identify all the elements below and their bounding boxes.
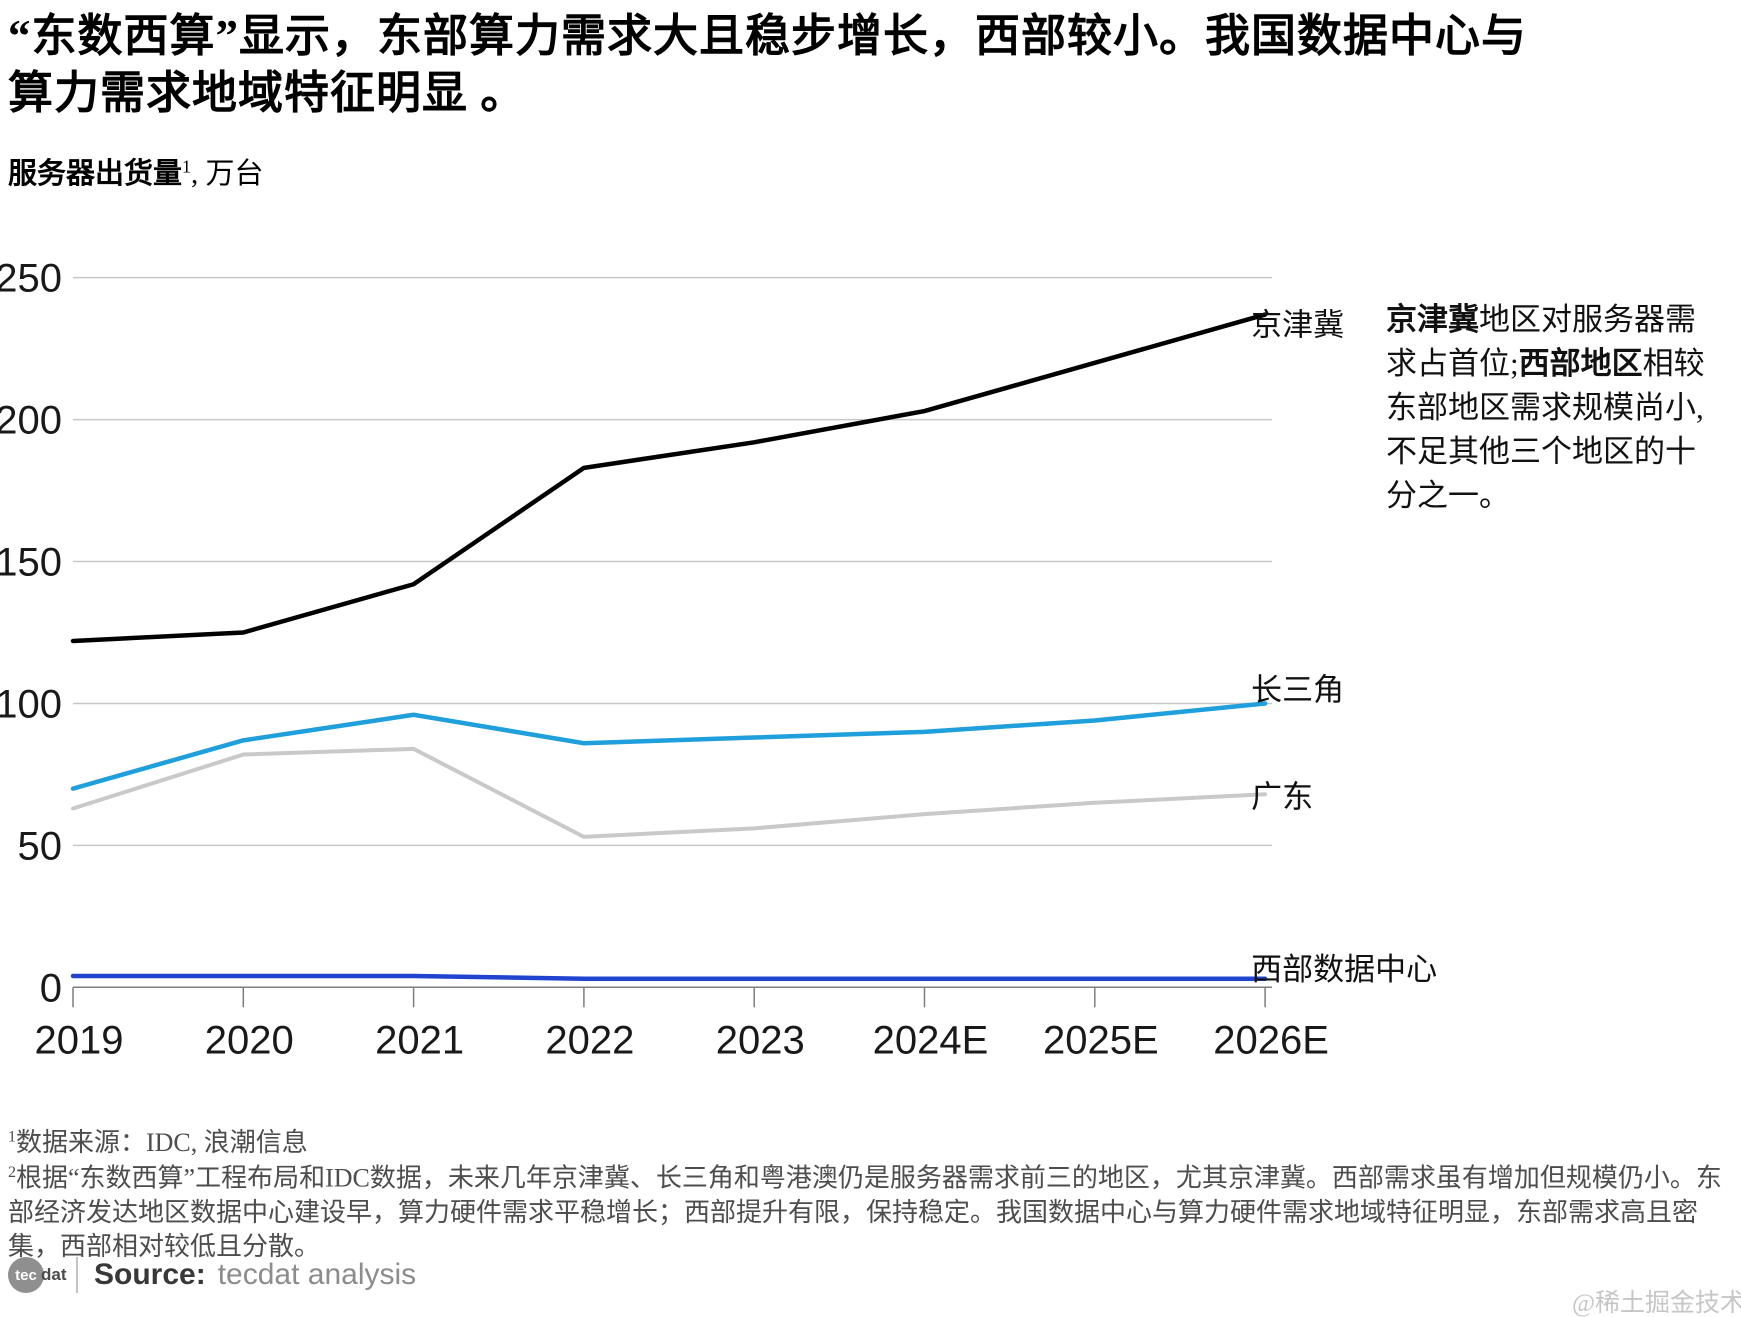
tecdat-logo: tec dat — [8, 1256, 76, 1294]
y-tick-label: 200 — [0, 399, 62, 443]
series-line-2 — [70, 701, 1268, 791]
x-tick-label: 2024E — [873, 1018, 989, 1062]
source-value: tecdat analysis — [217, 1258, 417, 1291]
series-end-label-2: 长三角 — [1251, 672, 1344, 707]
x-tick-label: 2025E — [1043, 1018, 1159, 1062]
chart-annotation: 京津冀地区对服务器需求占首位;西部地区相较东部地区需求规模尚小,不足其他三个地区… — [1386, 298, 1712, 518]
footnote-2-text: 根据“东数西算”工程布局和IDC数据，未来几年京津冀、长三角和粤港澳仍是服务器需… — [8, 1163, 1722, 1261]
page-title: “东数西算”显示，东部算力需求大且稳步增长，西部较小。我国数据中心与算力需求地域… — [8, 11, 1528, 118]
footnote-1-text: 数据来源：IDC, 浪潮信息 — [16, 1128, 308, 1157]
chart-subtitle-unit: , 万台 — [191, 158, 264, 190]
series-end-label-4: 西部数据中心 — [1251, 952, 1437, 987]
series-line-1 — [70, 312, 1268, 644]
watermark: @稀土掘金技术社区 — [1572, 1290, 1741, 1317]
footnote-2-marker: 2 — [8, 1164, 16, 1181]
y-tick-label: 0 — [40, 966, 62, 1010]
source-row: tec dat Source: tecdat analysis — [8, 1253, 708, 1297]
annotation-segment: 相较东部地区需求规模尚小,不足其他三个地区的十分之一。 — [1386, 346, 1705, 513]
footnote-2: 2根据“东数西算”工程布局和IDC数据，未来几年京津冀、长三角和粤港澳仍是服务器… — [8, 1156, 1736, 1264]
x-tick-label: 2022 — [545, 1018, 634, 1062]
footnote-1-marker: 1 — [8, 1128, 16, 1146]
tecdat-logo-circle: tec — [8, 1257, 44, 1293]
chart-subtitle: 服务器出货量1, 万台 — [8, 150, 908, 192]
series-end-label-1: 京津冀 — [1251, 308, 1344, 343]
chart-subtitle-footnote-marker: 1 — [182, 156, 192, 177]
series-line-4 — [70, 973, 1268, 982]
x-tick-label: 2023 — [716, 1018, 805, 1062]
y-tick-label: 50 — [18, 824, 63, 868]
y-tick-label: 250 — [0, 257, 62, 301]
x-tick-label: 2026E — [1213, 1018, 1329, 1062]
series-end-label-3: 广东 — [1251, 779, 1313, 814]
series-line-3 — [71, 746, 1268, 839]
source-label: Source: — [94, 1258, 206, 1291]
footnote-1: 1数据来源：IDC, 浪潮信息 — [8, 1122, 1728, 1159]
tecdat-logo-suffix: dat — [41, 1265, 67, 1284]
y-tick-label: 100 — [0, 682, 62, 726]
annotation-bold-segment: 西部地区 — [1518, 346, 1643, 381]
x-tick-label: 2019 — [35, 1018, 124, 1062]
x-tick-label: 2021 — [375, 1018, 464, 1062]
chart-subtitle-metric: 服务器出货量 — [8, 158, 183, 190]
annotation-bold-segment: 京津冀 — [1386, 302, 1479, 337]
y-tick-label: 150 — [0, 541, 62, 585]
source-divider — [76, 1257, 78, 1293]
annotation-segment: 地区对服务器需求占首位; — [1386, 302, 1696, 381]
x-tick-label: 2020 — [205, 1018, 294, 1062]
